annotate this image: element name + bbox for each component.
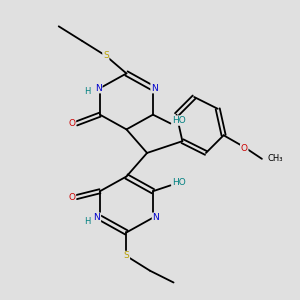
Text: N: N <box>94 213 100 222</box>
Text: O: O <box>68 193 76 202</box>
Text: H: H <box>84 87 91 96</box>
Text: HO: HO <box>172 116 186 125</box>
Text: S: S <box>124 251 129 260</box>
Text: S: S <box>103 51 109 60</box>
Text: O: O <box>241 144 248 153</box>
Text: N: N <box>152 213 159 222</box>
Text: HO: HO <box>172 178 186 187</box>
Text: H: H <box>84 217 91 226</box>
Text: O: O <box>68 119 76 128</box>
Text: N: N <box>95 84 102 93</box>
Text: N: N <box>151 84 158 93</box>
Text: CH₃: CH₃ <box>268 154 283 163</box>
